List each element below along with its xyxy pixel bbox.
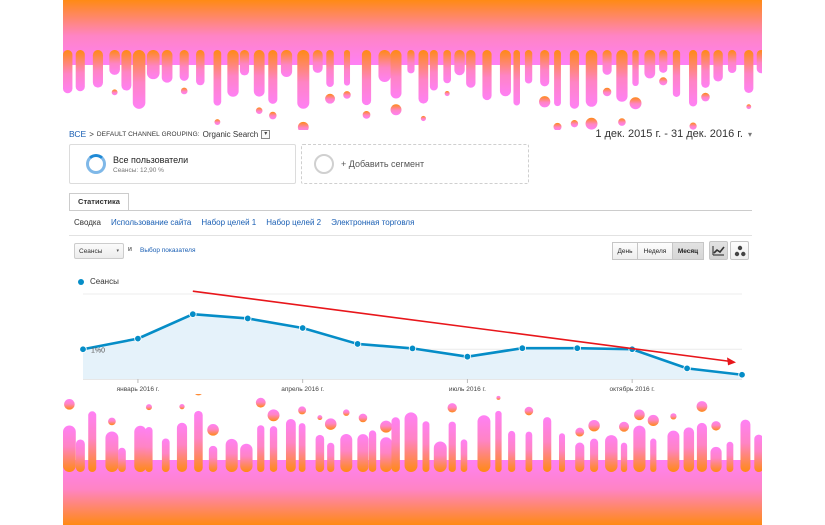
data-point — [573, 344, 581, 352]
empty-segment-ring-icon — [314, 154, 334, 174]
segment-ring-icon — [86, 154, 106, 174]
legend-label: Сеансы — [90, 277, 119, 286]
data-point — [79, 345, 87, 353]
legend-swatch — [78, 278, 84, 285]
motion-chart-icon[interactable] — [730, 241, 749, 260]
x-tick-label: январь 2016 г. — [117, 386, 160, 393]
chevron-down-icon: ▾ — [116, 248, 119, 254]
subnav-goal-set-1[interactable]: Набор целей 1 — [201, 218, 257, 227]
breadcrumb-separator: > — [89, 129, 94, 139]
data-point — [518, 344, 527, 352]
series-area — [83, 314, 742, 379]
data-point — [408, 344, 417, 353]
data-point — [134, 334, 142, 343]
trend-arrow-line — [192, 290, 731, 363]
data-point — [298, 324, 307, 332]
line-chart-icon[interactable] — [709, 241, 728, 260]
decorative-drip-top — [63, 0, 762, 130]
segment-title: Все пользователи — [113, 154, 189, 165]
subnav-divider — [69, 235, 752, 236]
subnav-summary[interactable]: Сводка — [74, 218, 102, 227]
date-range-picker[interactable]: 1 дек. 2015 г. - 31 дек. 2016 г. ▾ — [595, 128, 752, 140]
data-point — [353, 340, 362, 348]
chart-legend: Сеансы — [78, 277, 119, 286]
data-point — [189, 310, 197, 318]
explorer-subnav: Сводка Использование сайта Набор целей 1… — [74, 218, 414, 227]
subnav-site-usage[interactable]: Использование сайта — [111, 218, 192, 227]
metric-dropdown[interactable]: Сеансы ▾ — [74, 243, 124, 259]
decorative-drip-bottom — [63, 394, 762, 525]
screenshot-frame: ВСЕ > DEFAULT CHANNEL GROUPING: Organic … — [63, 0, 762, 525]
breadcrumb-root-link[interactable]: ВСЕ — [69, 129, 87, 139]
breadcrumb-value: Organic Search — [202, 129, 259, 139]
x-tick-label: октябрь 2016 г. — [610, 385, 655, 393]
chevron-down-icon: ▾ — [747, 129, 752, 139]
trend-arrow-head — [727, 357, 736, 366]
add-segment-label: + Добавить сегмент — [341, 159, 425, 169]
data-point — [463, 352, 472, 361]
segment-subtitle: Сеансы: 12,90 % — [113, 166, 164, 174]
data-point — [244, 314, 252, 323]
breadcrumb: ВСЕ > DEFAULT CHANNEL GROUPING: Organic … — [69, 129, 271, 139]
subnav-goal-set-2[interactable]: Набор целей 2 — [266, 218, 322, 227]
breadcrumb-dropdown-icon[interactable]: ▾ — [261, 129, 271, 139]
data-point — [738, 371, 746, 379]
metric-dropdown-value: Сеансы — [79, 247, 103, 255]
select-metric-link[interactable]: Выбор показателя — [140, 247, 196, 254]
tab-divider — [69, 210, 752, 211]
date-range-label: 1 дек. 2015 г. - 31 дек. 2016 г. — [595, 128, 743, 140]
x-tick-label: июль 2016 г. — [449, 386, 486, 393]
period-month-button[interactable]: Месяц — [672, 242, 704, 260]
data-point — [683, 364, 691, 373]
segment-card-all-users[interactable]: Все пользователи Сеансы: 12,90 % — [69, 144, 296, 184]
y-tick-label: 1%0 — [91, 347, 105, 354]
analytics-panel: ВСЕ > DEFAULT CHANNEL GROUPING: Organic … — [63, 124, 762, 400]
sessions-chart: 1%0 январь 2016 г. апрель 2016 г. июль 2016… — [79, 290, 746, 393]
breadcrumb-path: DEFAULT CHANNEL GROUPING: — [96, 130, 200, 138]
metric-and-label: и — [128, 246, 132, 253]
period-toggle: День Неделя Месяц — [612, 242, 704, 260]
add-segment-button[interactable]: + Добавить сегмент — [301, 144, 529, 184]
x-tick-label: апрель 2016 г. — [281, 386, 324, 393]
subnav-ecommerce[interactable]: Электронная торговля — [331, 218, 415, 227]
